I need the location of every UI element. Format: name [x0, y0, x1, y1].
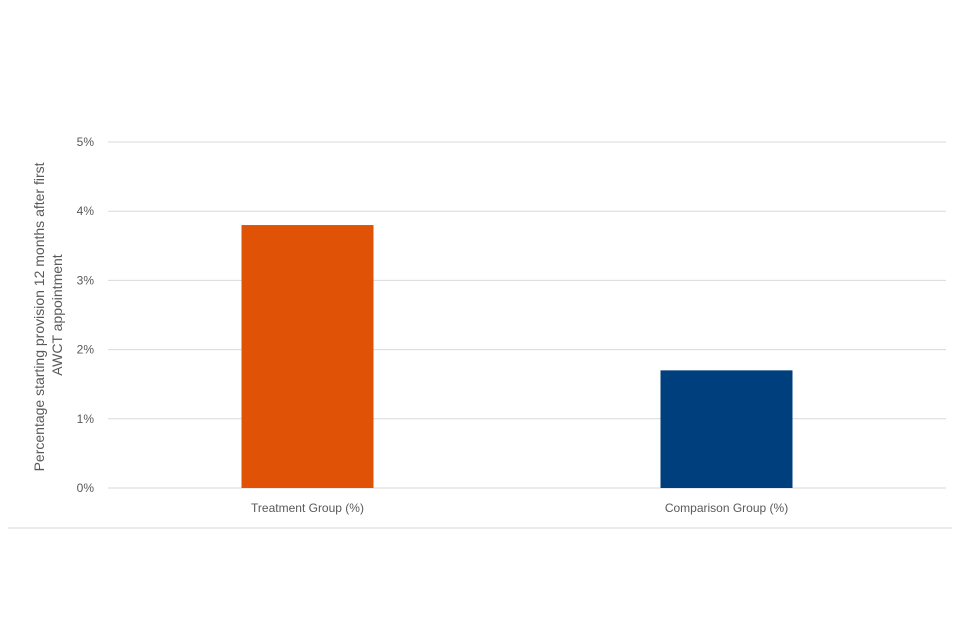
- x-category-label: Treatment Group (%): [251, 501, 364, 515]
- y-tick-label: 4%: [77, 204, 95, 218]
- bar-treatment-group: [241, 225, 374, 489]
- x-axis-categories: Treatment Group (%) Comparison Group (%): [251, 501, 788, 515]
- y-tick-label: 5%: [77, 135, 95, 149]
- y-tick-label: 3%: [77, 273, 95, 287]
- bars: [241, 225, 793, 489]
- gridlines: [108, 141, 946, 489]
- y-axis-title-line-1: Percentage starting provision 12 months …: [31, 162, 47, 471]
- x-category-label: Comparison Group (%): [665, 501, 788, 515]
- y-axis-title-line-2: AWCT appointment: [49, 254, 65, 375]
- y-tick-label: 2%: [77, 343, 95, 357]
- y-axis-title: Percentage starting provision 12 months …: [31, 159, 65, 472]
- y-axis-ticks: 0% 1% 2% 3% 4% 5%: [77, 135, 95, 495]
- y-tick-label: 0%: [77, 481, 95, 495]
- bar-comparison-group: [660, 370, 793, 488]
- y-tick-label: 1%: [77, 412, 95, 426]
